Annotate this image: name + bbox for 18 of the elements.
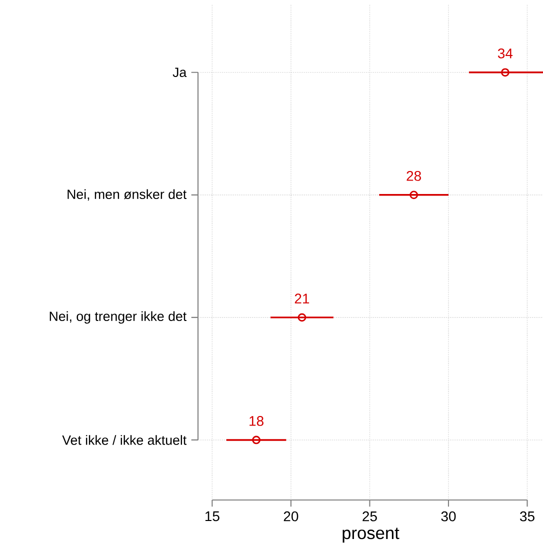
data-label: 21 — [294, 294, 310, 304]
x-tick-label: 25 — [362, 511, 377, 522]
x-tick-label: 20 — [284, 511, 298, 522]
y-tick-label: Ja — [172, 68, 187, 78]
y-tick-label: Nei, og trenger ikke det — [50, 311, 187, 324]
point — [298, 313, 306, 322]
x-tick-label: 30 — [441, 511, 456, 522]
y-tick-label: Vet ikke / ikke aktuelt — [62, 435, 187, 445]
point — [500, 68, 510, 77]
data-label: 28 — [406, 170, 421, 181]
data-label: 34 — [498, 48, 513, 58]
y-tick-label: Nei, men ønsker det — [68, 189, 187, 201]
x-axis-title: prosent — [342, 528, 400, 543]
point — [252, 436, 260, 444]
point — [410, 190, 418, 200]
x-tick-label: 15 — [205, 511, 220, 522]
data-label: 18 — [250, 416, 264, 426]
x-tick-label: 35 — [520, 511, 534, 522]
